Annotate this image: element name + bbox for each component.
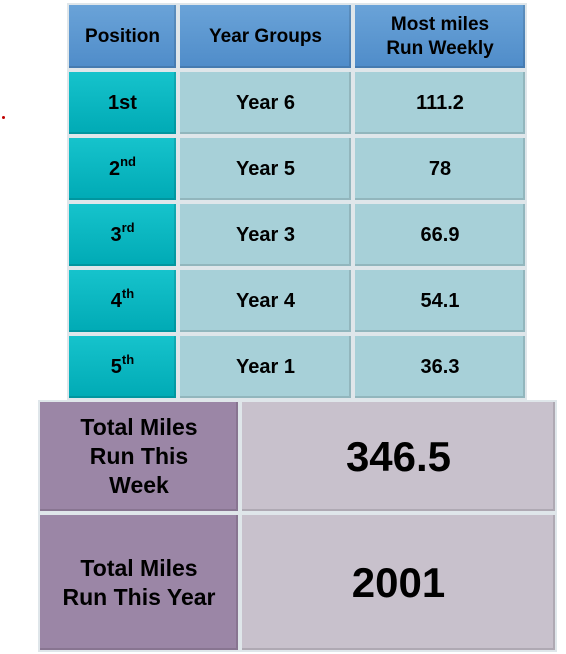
line: Year 1: [236, 356, 295, 379]
line: 346.5: [346, 433, 451, 481]
text: th: [121, 285, 135, 301]
table-cell: 78: [353, 136, 527, 202]
position-cell: 5th: [67, 334, 178, 400]
line: Year 4: [236, 290, 295, 313]
text: 54.1: [420, 289, 460, 312]
line: Year 3: [236, 224, 295, 247]
text: Year 5: [236, 157, 295, 180]
table-cell: 36.3: [353, 334, 527, 400]
table-cell: Year 1: [178, 334, 353, 400]
line: 5th: [110, 353, 134, 379]
position-cell: 4th: [67, 268, 178, 334]
line: Total Miles: [80, 413, 197, 442]
text: Week: [109, 472, 169, 498]
text: 2: [108, 157, 121, 180]
text: rd: [121, 219, 135, 235]
total-value: 346.5: [240, 400, 557, 513]
line: 3rd: [110, 221, 134, 247]
total-label: Total Miles Run This Week: [38, 400, 240, 513]
text: 36.3: [420, 355, 460, 378]
line: Year Groups: [209, 25, 322, 49]
text: 1st: [108, 91, 137, 114]
text: Total Miles: [80, 554, 198, 581]
line: 36.3: [421, 356, 460, 379]
table-cell: Year 6: [178, 70, 353, 136]
line: Run Weekly: [386, 37, 493, 61]
table-cell: Year 5: [178, 136, 353, 202]
line: Most miles: [391, 13, 489, 37]
line: 111.2: [416, 92, 464, 115]
line: Year 5: [236, 158, 295, 181]
total-label: Total Miles Run This Year: [38, 513, 240, 652]
text: Year Groups: [209, 25, 322, 47]
text: 78: [428, 157, 452, 180]
line: Total Miles: [80, 554, 197, 583]
line: Run This Year: [63, 583, 216, 612]
text: 4: [110, 289, 122, 312]
header-cell: Year Groups: [178, 3, 353, 70]
text: Year 3: [236, 223, 295, 246]
table-cell: 111.2: [353, 70, 527, 136]
text: Total Miles: [80, 414, 198, 440]
decoration-dot: [2, 116, 5, 119]
text: Position: [85, 25, 160, 47]
line: 4th: [110, 287, 134, 313]
position-cell: 1st: [67, 70, 178, 136]
text: 111.2: [416, 91, 464, 114]
line: Run This: [90, 442, 188, 471]
table-cell: 54.1: [353, 268, 527, 334]
text: 3: [110, 223, 122, 246]
line: Position: [85, 25, 160, 49]
text: 2001: [351, 558, 446, 606]
table-cell: 66.9: [353, 202, 527, 268]
position-cell: 3rd: [67, 202, 178, 268]
text: Most miles: [390, 13, 490, 35]
line: 1st: [108, 92, 137, 115]
line: 54.1: [421, 290, 460, 313]
line: 2001: [352, 559, 445, 607]
text: Run Weekly: [386, 37, 494, 59]
line: 66.9: [421, 224, 460, 247]
line: 2nd: [108, 155, 136, 181]
line: Week: [109, 471, 169, 500]
text: Year 6: [236, 91, 295, 114]
line: Year 6: [236, 92, 295, 115]
position-cell: 2nd: [67, 136, 178, 202]
text: nd: [120, 153, 136, 169]
header-cell: Most miles Run Weekly: [353, 3, 527, 70]
text: Run This: [89, 443, 189, 469]
text: Year 1: [236, 355, 295, 378]
header-cell: Position: [67, 3, 178, 70]
line: 78: [429, 158, 451, 181]
text: 5: [110, 355, 122, 378]
text: Year 4: [236, 289, 295, 312]
table-cell: Year 4: [178, 268, 353, 334]
text: Run This Year: [62, 583, 216, 610]
text: 346.5: [345, 432, 452, 480]
total-value: 2001: [240, 513, 557, 652]
text: th: [121, 351, 135, 367]
text: 66.9: [420, 223, 460, 246]
table-cell: Year 3: [178, 202, 353, 268]
